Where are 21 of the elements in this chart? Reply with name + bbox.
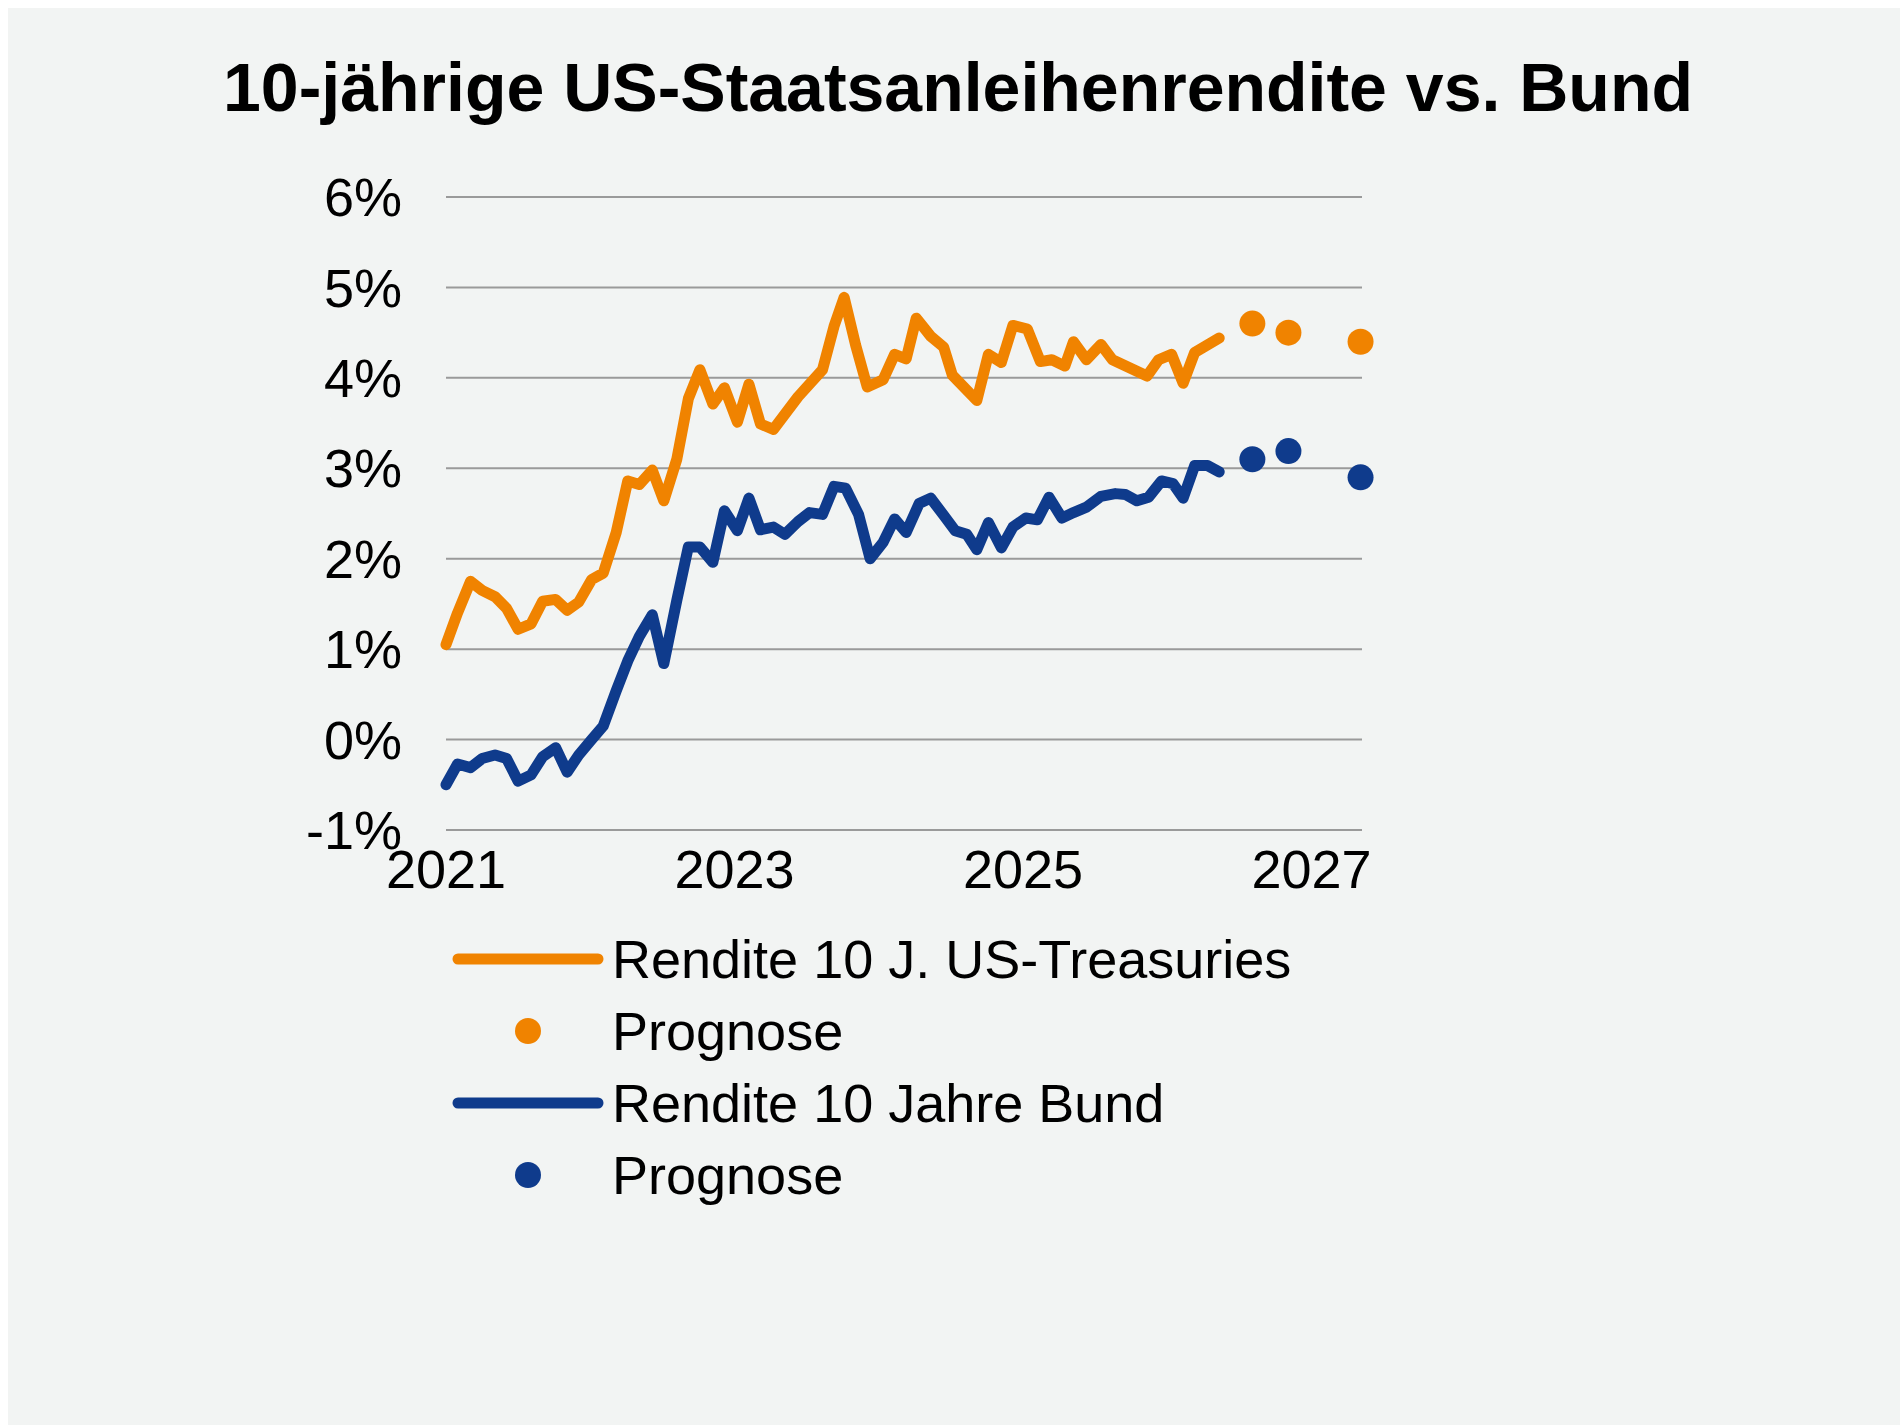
- point: [1275, 319, 1302, 346]
- y-tick-label: 5%: [323, 257, 402, 318]
- chart-title: 10-jährige US-Staatsanleihenrendite vs. Bund: [222, 48, 1694, 126]
- point: [1239, 446, 1266, 473]
- point: [1347, 328, 1374, 355]
- y-tick-label: 4%: [323, 348, 402, 409]
- x-tick-label: 2027: [1251, 839, 1372, 900]
- legend-label: Prognose: [612, 1000, 844, 1062]
- x-tick-label: 2025: [962, 839, 1084, 900]
- y-tick-label: 6%: [323, 167, 402, 228]
- y-tick-label: 0%: [323, 709, 402, 770]
- y-tick-label: 3%: [323, 438, 402, 499]
- y-tick-label: 1%: [323, 619, 402, 680]
- point: [1275, 438, 1302, 465]
- legend-label: Prognose: [612, 1144, 844, 1206]
- x-tick-label: 2023: [674, 839, 795, 900]
- legend-label: Rendite 10 J. US-Treasuries: [612, 928, 1292, 990]
- legend-label: Rendite 10 Jahre Bund: [612, 1072, 1165, 1134]
- y-tick-label: 2%: [323, 528, 402, 589]
- point: [1347, 464, 1374, 491]
- point: [1239, 310, 1266, 337]
